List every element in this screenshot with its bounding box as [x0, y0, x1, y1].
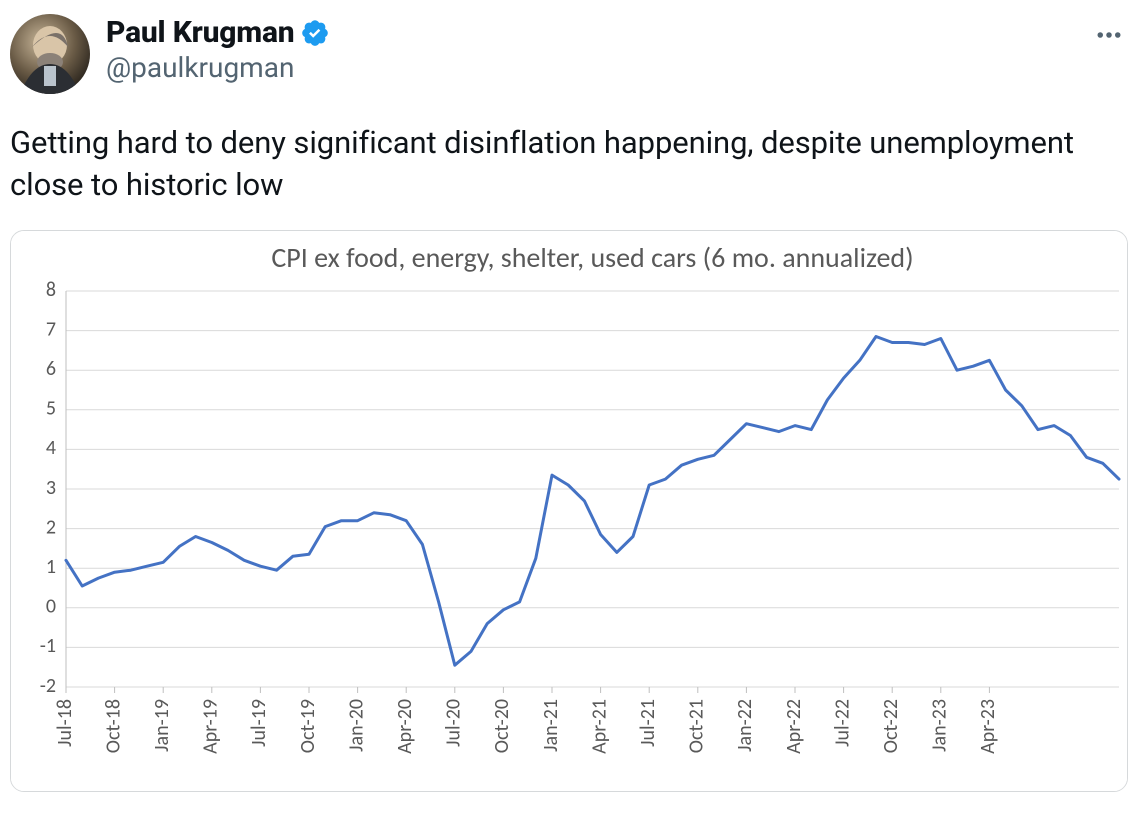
chart-card[interactable]: CPI ex food, energy, shelter, used cars …: [10, 230, 1128, 792]
svg-text:Jan-21: Jan-21: [539, 699, 563, 752]
tweet-header: Paul Krugman @paulkrugman: [10, 14, 1128, 94]
display-name[interactable]: Paul Krugman: [106, 16, 294, 49]
svg-text:-2: -2: [40, 673, 56, 697]
svg-text:1: 1: [46, 555, 56, 579]
svg-text:Jan-20: Jan-20: [344, 699, 368, 752]
svg-text:Apr-20: Apr-20: [393, 699, 417, 754]
svg-text:5: 5: [46, 396, 56, 420]
svg-text:-1: -1: [40, 634, 56, 658]
handle[interactable]: @paulkrugman: [106, 51, 1090, 85]
svg-text:Apr-22: Apr-22: [782, 699, 806, 754]
svg-text:Apr-21: Apr-21: [587, 699, 611, 754]
svg-text:Oct-22: Oct-22: [879, 699, 903, 753]
svg-text:Jul-21: Jul-21: [636, 699, 660, 747]
verified-badge-icon: [300, 18, 330, 48]
svg-text:2: 2: [46, 515, 56, 539]
svg-text:Jul-19: Jul-19: [247, 699, 271, 747]
avatar-image: [10, 14, 90, 94]
svg-text:8: 8: [46, 277, 56, 301]
svg-text:Oct-19: Oct-19: [296, 699, 320, 753]
svg-text:Jul-18: Jul-18: [53, 699, 77, 747]
more-button[interactable]: [1090, 14, 1128, 56]
svg-text:Oct-21: Oct-21: [685, 699, 709, 753]
chart: CPI ex food, energy, shelter, used cars …: [11, 231, 1128, 791]
svg-text:6: 6: [46, 357, 56, 381]
svg-text:Jul-20: Jul-20: [442, 699, 466, 747]
svg-text:7: 7: [46, 317, 56, 341]
svg-text:Oct-18: Oct-18: [101, 699, 125, 753]
author-block: Paul Krugman @paulkrugman: [106, 14, 1090, 85]
avatar[interactable]: [10, 14, 90, 94]
svg-text:Jan-22: Jan-22: [733, 699, 757, 752]
svg-text:CPI ex food, energy, shelter,: CPI ex food, energy, shelter, used cars …: [271, 240, 913, 275]
svg-text:Jul-22: Jul-22: [830, 699, 854, 747]
svg-text:Apr-23: Apr-23: [976, 699, 1000, 754]
more-icon: [1094, 20, 1124, 50]
svg-text:Jan-19: Jan-19: [150, 699, 174, 752]
tweet-container: Paul Krugman @paulkrugman Getting hard t…: [0, 0, 1144, 792]
svg-text:Jan-23: Jan-23: [928, 699, 952, 752]
svg-text:Oct-20: Oct-20: [490, 699, 514, 753]
svg-text:3: 3: [46, 475, 56, 499]
svg-text:4: 4: [46, 436, 56, 460]
svg-text:Apr-19: Apr-19: [199, 699, 223, 754]
svg-text:0: 0: [46, 594, 56, 618]
tweet-text: Getting hard to deny significant disinfl…: [10, 122, 1128, 206]
